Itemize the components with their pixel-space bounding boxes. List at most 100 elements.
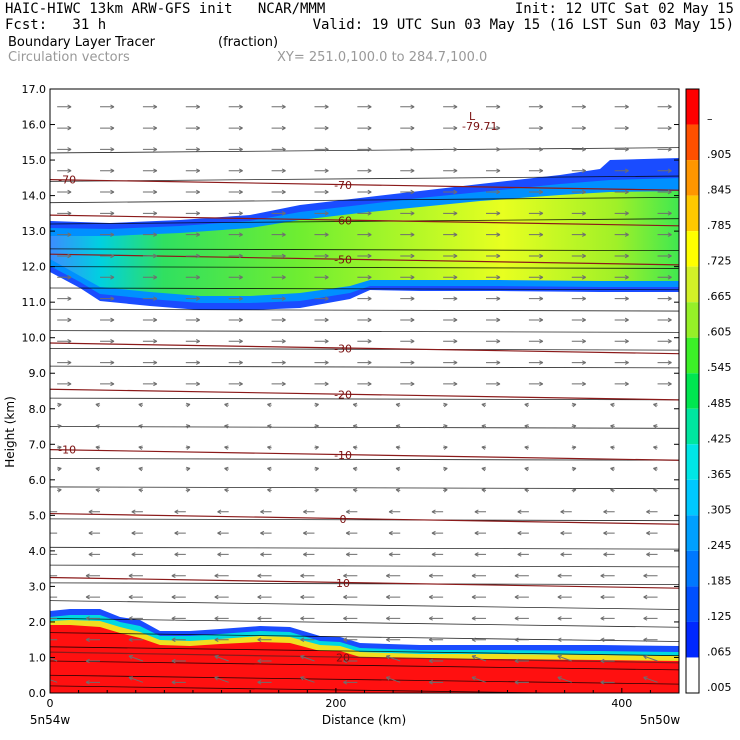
vector-arrow bbox=[57, 317, 72, 323]
colorbar-swatch bbox=[686, 160, 699, 196]
vector-arrow bbox=[343, 637, 358, 642]
vector-arrow bbox=[224, 445, 229, 450]
vector-arrow bbox=[643, 573, 658, 579]
vector-arrow bbox=[643, 637, 658, 642]
vector-arrow bbox=[614, 253, 629, 259]
colorbar-swatch bbox=[686, 373, 699, 409]
vector-arrow bbox=[171, 680, 186, 685]
vector-arrow bbox=[528, 381, 544, 387]
vector-arrow bbox=[657, 317, 672, 323]
vector-arrow bbox=[614, 296, 629, 301]
vector-arrow bbox=[428, 594, 444, 600]
vector-arrow bbox=[171, 658, 186, 664]
colorbar-label: .785 bbox=[707, 219, 732, 232]
vector-arrow bbox=[142, 211, 158, 216]
vector-arrow bbox=[528, 296, 544, 301]
vector-arrow bbox=[100, 317, 115, 323]
vector-arrow bbox=[57, 360, 72, 365]
vector-arrow bbox=[228, 317, 243, 323]
vector-arrow bbox=[386, 594, 401, 600]
vector-arrow bbox=[653, 445, 658, 450]
vector-arrow bbox=[517, 552, 529, 557]
colorbar-label: .065 bbox=[707, 645, 732, 658]
isoline bbox=[50, 660, 679, 671]
vector-arrow bbox=[300, 594, 315, 600]
isoline bbox=[50, 196, 679, 204]
vector-arrow bbox=[185, 338, 201, 344]
vector-arrow bbox=[471, 594, 487, 600]
vector-arrow bbox=[314, 168, 329, 173]
vector-arrow bbox=[357, 125, 372, 131]
vector-arrow bbox=[400, 360, 415, 365]
vector-arrow bbox=[528, 253, 544, 259]
vector-arrow bbox=[514, 616, 529, 621]
vector-arrow bbox=[395, 445, 401, 450]
vector-arrow bbox=[443, 147, 458, 152]
colorbar-label: .365 bbox=[707, 468, 732, 481]
y-tick-label: 1.0 bbox=[29, 651, 47, 664]
vector-arrow bbox=[657, 125, 672, 131]
vector-arrow bbox=[614, 125, 629, 131]
vector-arrow bbox=[128, 616, 143, 621]
vector-arrow bbox=[100, 360, 115, 365]
circulation-vectors bbox=[50, 104, 672, 685]
temperature-contour-label: -10 bbox=[334, 449, 352, 462]
vector-arrow bbox=[142, 147, 158, 152]
isoline bbox=[50, 175, 679, 182]
vector-arrow bbox=[481, 424, 487, 429]
vector-arrow bbox=[314, 275, 329, 280]
colorbar-swatch bbox=[686, 337, 699, 374]
y-tick-label: 2.0 bbox=[29, 616, 47, 629]
vector-arrow bbox=[128, 594, 143, 600]
vector-arrow bbox=[400, 189, 415, 195]
colorbar: .005 .065 .125 .185 .245 .305 .365 .425 .485 .545… bbox=[685, 88, 732, 694]
vector-arrow bbox=[486, 168, 501, 173]
vector-arrow bbox=[514, 658, 529, 664]
vector-arrow bbox=[657, 338, 672, 344]
temperature-contour bbox=[50, 449, 679, 461]
colorbar-label: .305 bbox=[707, 503, 732, 516]
isoline bbox=[50, 674, 679, 685]
colorbar-label: .725 bbox=[707, 255, 732, 268]
vector-arrow bbox=[260, 509, 272, 515]
vector-arrow bbox=[557, 676, 572, 683]
vector-arrow bbox=[443, 232, 458, 237]
vector-arrow bbox=[185, 189, 201, 195]
vector-arrow bbox=[600, 594, 615, 600]
vector-arrow bbox=[228, 147, 243, 152]
vector-arrow bbox=[271, 338, 286, 344]
vector-arrow bbox=[557, 594, 572, 600]
vector-arrow bbox=[528, 189, 544, 195]
vector-arrow bbox=[138, 466, 144, 472]
vector-arrow bbox=[214, 594, 229, 600]
vector-arrow bbox=[228, 104, 243, 110]
vector-arrow bbox=[314, 211, 329, 216]
vector-arrow bbox=[100, 253, 115, 259]
vector-arrow bbox=[171, 637, 186, 642]
vector-arrow bbox=[603, 509, 615, 515]
vector-arrow bbox=[614, 189, 629, 195]
vector-arrow bbox=[271, 275, 286, 280]
vector-arrow bbox=[267, 424, 272, 429]
vector-arrow bbox=[524, 466, 529, 472]
vector-arrow bbox=[224, 466, 229, 472]
vector-arrow bbox=[95, 402, 101, 408]
vector-arrow bbox=[57, 296, 72, 301]
vector-arrow bbox=[481, 488, 487, 493]
vector-arrow bbox=[314, 466, 319, 472]
vector-arrow bbox=[610, 466, 615, 472]
vector-arrow bbox=[557, 637, 572, 642]
vector-arrow bbox=[385, 654, 401, 662]
x-start-location: 5n54w bbox=[30, 713, 71, 727]
vector-arrow bbox=[142, 296, 158, 301]
low-symbol: L bbox=[469, 110, 476, 123]
vector-arrow bbox=[57, 147, 72, 152]
vector-arrow bbox=[314, 232, 329, 237]
vector-arrow bbox=[653, 466, 658, 472]
vector-arrow bbox=[357, 360, 372, 365]
vector-arrow bbox=[314, 488, 319, 493]
vector-arrow bbox=[171, 616, 186, 621]
vector-arrow bbox=[345, 509, 358, 515]
vector-arrow bbox=[571, 381, 587, 387]
vector-arrow bbox=[271, 317, 286, 323]
